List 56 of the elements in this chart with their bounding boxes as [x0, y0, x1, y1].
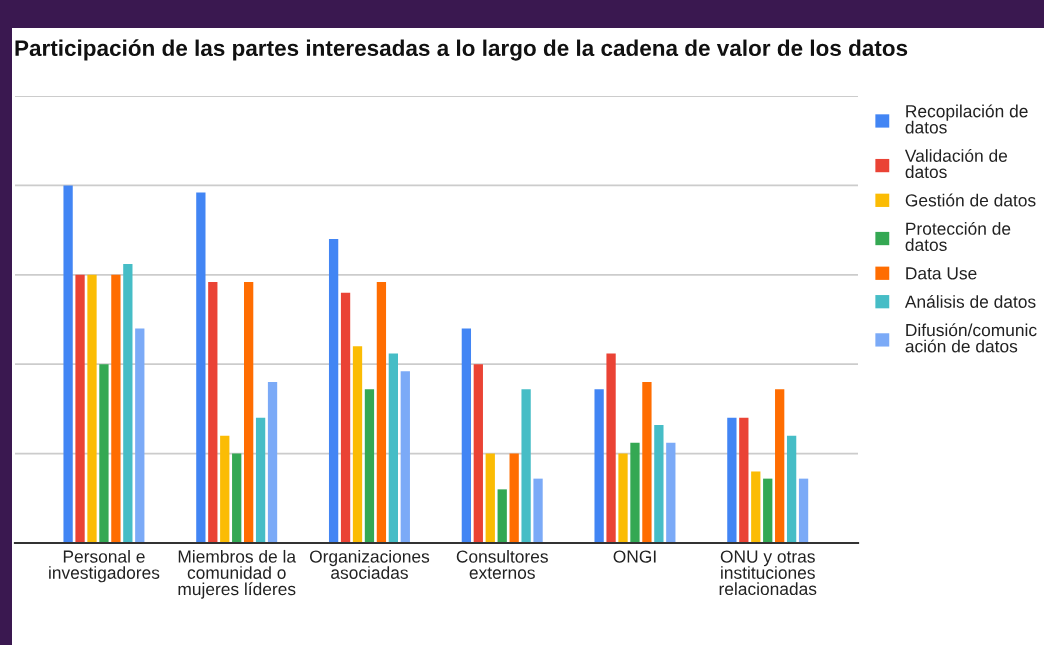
- bar: [521, 389, 531, 543]
- bar: [196, 192, 206, 543]
- bar: [123, 264, 133, 543]
- bar: [352, 346, 363, 543]
- x-tick-label: Consultores externos: [456, 549, 548, 579]
- bar: [208, 281, 218, 543]
- legend-label: Difusión/comunicación de datos: [905, 323, 1037, 353]
- bar: [255, 417, 266, 543]
- bar: [630, 442, 640, 543]
- bar: [533, 478, 543, 543]
- bar: [388, 353, 398, 543]
- bar: [642, 382, 652, 543]
- bar: [739, 417, 749, 543]
- bar: [400, 371, 410, 543]
- bar: [232, 453, 242, 543]
- bar: [509, 453, 519, 543]
- bar: [461, 328, 472, 543]
- bar: [267, 382, 278, 543]
- bar: [497, 489, 507, 543]
- bar: [75, 274, 85, 543]
- bar: [376, 281, 387, 543]
- x-tick-label: Personal e investigadores: [49, 549, 160, 583]
- bar: [763, 478, 773, 543]
- x-tick-label: Miembros de la comunidad o mujeres líderes: [178, 549, 297, 599]
- legend-label: Validación de datos: [904, 148, 1008, 179]
- legend-label: Data Use: [906, 267, 977, 280]
- bar: [244, 281, 254, 543]
- legend-label: Recopilación de datos: [905, 104, 1028, 134]
- bar: [786, 435, 797, 543]
- bar: [220, 435, 230, 543]
- bar: [485, 453, 495, 543]
- x-tick-label: ONU y otras instituciones relacionadas: [719, 550, 817, 596]
- bar: [666, 442, 676, 543]
- bar: [111, 274, 121, 543]
- bar: [594, 389, 604, 543]
- bar: [340, 292, 351, 543]
- bar: [775, 389, 785, 543]
- x-tick-label: ONGI: [613, 550, 656, 563]
- legend-label: Protección de datos: [905, 221, 1011, 252]
- legend-label: Análisis de datos: [904, 294, 1036, 308]
- bar: [135, 328, 145, 543]
- bar: [328, 239, 339, 543]
- bar: [654, 424, 664, 543]
- bar: [727, 417, 737, 543]
- bar: [751, 471, 761, 543]
- legend-label: Gestión de datos: [905, 193, 1036, 207]
- bar: [473, 364, 483, 543]
- bar: [87, 274, 97, 543]
- bar: [618, 453, 628, 543]
- bar: [63, 185, 73, 543]
- bar: [606, 353, 616, 543]
- bar: [364, 389, 375, 543]
- bar: [798, 478, 809, 543]
- x-tick-label: Organizaciones asociadas: [309, 549, 430, 579]
- chart-title: Participación de las partes interesadas a lo largo de la cadena de valor de los datos: [15, 39, 908, 61]
- bar: [99, 364, 109, 543]
